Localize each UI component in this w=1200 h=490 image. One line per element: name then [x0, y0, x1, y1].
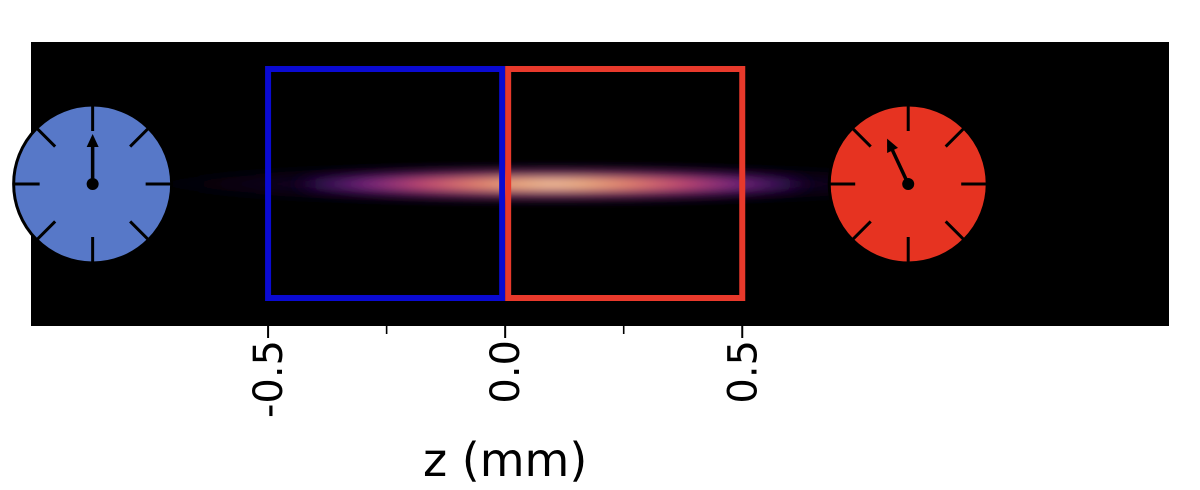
x-ticks — [267, 326, 744, 338]
clock-tick — [129, 220, 150, 241]
clock-tick — [851, 127, 872, 148]
clock-tick — [944, 220, 966, 241]
clock-icon-1 — [12, 103, 174, 265]
clock-icon-2 — [827, 103, 989, 265]
cloud-core — [278, 170, 827, 198]
region-box-1 — [265, 66, 506, 301]
x-tick-label: -0.5 — [246, 340, 292, 418]
regions-layer — [265, 66, 746, 301]
x-axis: -0.5 0.0 0.5 z (mm) — [246, 326, 766, 487]
x-tick-labels: -0.5 0.0 0.5 — [246, 340, 766, 418]
clock-hand-arrowhead — [887, 138, 899, 154]
cloud-layer — [83, 164, 1023, 204]
x-tick-label: 0.0 — [483, 340, 529, 404]
clock-tick — [851, 220, 872, 241]
x-tick-label: 0.5 — [720, 340, 766, 404]
clock-center-dot — [86, 178, 99, 190]
region-box-2 — [505, 66, 746, 301]
plot-area — [12, 42, 1169, 326]
clock-tick — [35, 127, 57, 148]
x-axis-label: z (mm) — [423, 433, 587, 487]
clock-tick — [944, 127, 966, 148]
clock-tick — [35, 220, 57, 241]
clock-center-dot — [902, 178, 915, 190]
clock-hand-arrowhead — [86, 134, 99, 147]
clock-tick — [129, 127, 150, 148]
clocks-layer — [12, 103, 989, 265]
clock-hand — [890, 148, 910, 185]
